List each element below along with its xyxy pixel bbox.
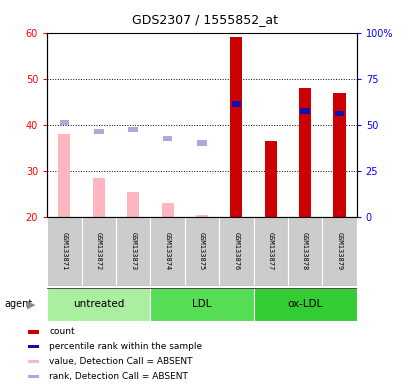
Text: GSM133876: GSM133876: [233, 232, 239, 271]
Bar: [28, 375, 38, 378]
Bar: [94, 129, 103, 134]
Bar: [333, 93, 345, 217]
Bar: [59, 120, 69, 125]
Bar: [230, 37, 242, 217]
Bar: [28, 330, 38, 334]
Bar: [197, 141, 206, 146]
Text: ▶: ▶: [27, 299, 35, 310]
Bar: [184, 217, 218, 286]
Bar: [253, 288, 356, 321]
Bar: [161, 203, 173, 217]
Text: agent: agent: [4, 299, 32, 310]
Bar: [150, 217, 184, 286]
Text: GSM133877: GSM133877: [267, 232, 273, 271]
Bar: [47, 217, 81, 286]
Bar: [298, 88, 310, 217]
Bar: [218, 217, 253, 286]
Bar: [58, 134, 70, 217]
Text: GDS2307 / 1555852_at: GDS2307 / 1555852_at: [132, 13, 277, 26]
Text: rank, Detection Call = ABSENT: rank, Detection Call = ABSENT: [49, 372, 187, 381]
Text: untreated: untreated: [73, 299, 124, 310]
Text: GSM133872: GSM133872: [96, 232, 101, 271]
Bar: [150, 288, 253, 321]
Bar: [47, 288, 150, 321]
Bar: [116, 217, 150, 286]
Bar: [127, 192, 139, 217]
Text: GSM133879: GSM133879: [336, 232, 342, 271]
Bar: [196, 215, 207, 217]
Bar: [128, 127, 137, 132]
Bar: [162, 136, 172, 141]
Bar: [28, 360, 38, 363]
Text: value, Detection Call = ABSENT: value, Detection Call = ABSENT: [49, 357, 192, 366]
Text: GSM133871: GSM133871: [61, 232, 67, 271]
Bar: [299, 108, 309, 114]
Text: GSM133875: GSM133875: [198, 232, 204, 271]
Text: LDL: LDL: [192, 299, 211, 310]
Text: ox-LDL: ox-LDL: [287, 299, 322, 310]
Text: percentile rank within the sample: percentile rank within the sample: [49, 342, 202, 351]
Text: GSM133874: GSM133874: [164, 232, 170, 271]
Bar: [321, 217, 356, 286]
Bar: [231, 101, 240, 107]
Bar: [253, 217, 287, 286]
Text: GSM133873: GSM133873: [130, 232, 136, 271]
Text: GSM133878: GSM133878: [301, 232, 307, 271]
Bar: [81, 217, 116, 286]
Bar: [287, 217, 321, 286]
Text: count: count: [49, 328, 74, 336]
Bar: [264, 141, 276, 217]
Bar: [28, 345, 38, 348]
Bar: [92, 178, 105, 217]
Bar: [334, 111, 344, 116]
